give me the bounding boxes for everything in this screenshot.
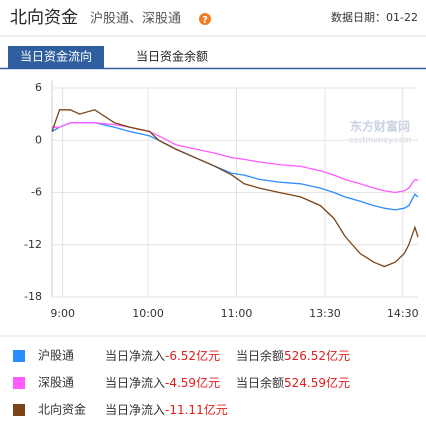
net-inflow: 当日净流入-6.52亿元: [105, 348, 220, 363]
balance: 当日余额526.52亿元: [236, 348, 350, 363]
x-tick-label: 14:30: [387, 307, 419, 320]
balance: 当日余额524.59亿元: [236, 375, 350, 390]
series-line: [51, 109, 419, 268]
net-label: 当日净流入: [105, 376, 165, 390]
unit: 亿元: [204, 402, 228, 417]
net-label: 当日净流入: [105, 403, 165, 417]
x-tick-label: 9:00: [50, 307, 75, 320]
net-inflow: 当日净流入-11.11亿元: [105, 402, 228, 417]
legend-name: 北向资金: [38, 402, 86, 417]
tab[interactable]: 当日资金流向: [20, 49, 92, 64]
subtitle: 沪股通、深股通: [90, 11, 181, 27]
x-tick-label: 10:00: [132, 307, 164, 320]
series-line: [52, 122, 419, 194]
help-icon-text[interactable]: ?: [202, 15, 208, 26]
tab[interactable]: 当日资金余额: [136, 49, 208, 64]
net-inflow: 当日净流入-4.59亿元: [105, 375, 220, 390]
watermark: 东方财富网: [350, 119, 410, 134]
y-tick-label: -6: [31, 186, 42, 199]
unit: 亿元: [196, 375, 220, 390]
y-tick-label: -18: [24, 290, 42, 303]
x-tick-label: 11:00: [221, 307, 253, 320]
balance-label: 当日余额: [236, 348, 284, 363]
y-tick-label: -12: [24, 238, 42, 251]
balance-label: 当日余额: [236, 375, 284, 390]
net-value: -4.59: [165, 376, 196, 390]
y-tick-label: 6: [35, 81, 42, 94]
net-value: -11.11: [165, 403, 204, 417]
net-value: -6.52: [165, 349, 196, 363]
balance-value: 526.52: [284, 349, 326, 363]
unit: 亿元: [326, 348, 350, 363]
balance-value: 524.59: [284, 376, 326, 390]
unit: 亿元: [196, 348, 220, 363]
legend-swatch: [13, 377, 25, 389]
legend-name: 沪股通: [38, 349, 74, 363]
title: 北向资金: [10, 8, 78, 28]
unit: 亿元: [326, 375, 350, 390]
tab-active[interactable]: [8, 46, 104, 68]
legend-swatch: [13, 350, 25, 362]
x-tick-label: 13:30: [309, 307, 341, 320]
series-line: [51, 122, 419, 211]
net-label: 当日净流入: [105, 349, 165, 363]
legend-name: 深股通: [38, 376, 74, 390]
legend-swatch: [13, 404, 25, 416]
data-date: 数据日期：01-22: [331, 10, 418, 24]
help-icon[interactable]: [199, 13, 211, 25]
y-tick-label: 0: [35, 133, 42, 146]
